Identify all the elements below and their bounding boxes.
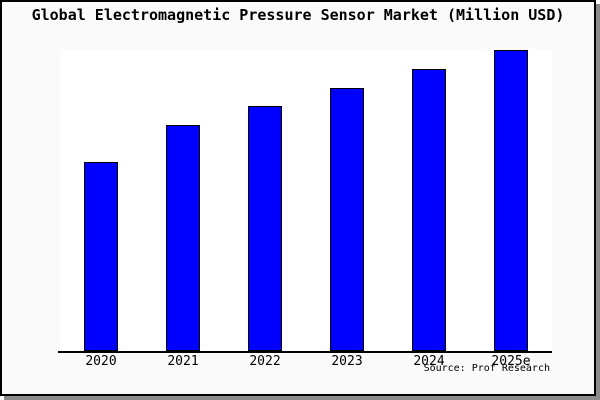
bar-2022 — [248, 106, 282, 351]
x-axis-line — [58, 351, 552, 353]
x-tick-label: 2023 — [331, 354, 363, 369]
source-credit: Source: Prof Research — [423, 363, 550, 374]
bar-2020 — [84, 162, 118, 351]
x-tick-label: 2024 — [413, 354, 445, 369]
x-tick-label: 2022 — [249, 354, 281, 369]
bar-2024 — [412, 69, 446, 351]
bar-2025e — [494, 50, 528, 351]
chart-title: Global Electromagnetic Pressure Sensor M… — [31, 6, 565, 24]
x-tick-label: 2020 — [85, 354, 117, 369]
plot-area — [60, 49, 552, 351]
bar-2021 — [166, 125, 200, 351]
x-tick-label: 2025e — [491, 354, 531, 369]
x-tick-label: 2021 — [167, 354, 199, 369]
bar-2023 — [330, 88, 364, 351]
